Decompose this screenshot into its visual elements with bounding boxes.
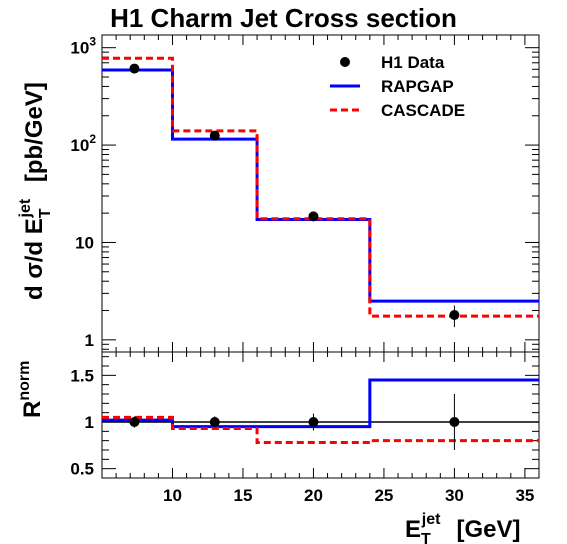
x-label-part-3: [GeV] [456, 516, 520, 543]
top-frame [101, 34, 540, 353]
y-tick-exponent: 2 [89, 132, 96, 146]
x-axis-label: ETjet [GeV] [405, 511, 520, 544]
y-tick-label: 1.5 [70, 366, 94, 385]
legend-label: CASCADE [381, 101, 465, 120]
ratio-rapgap-line [102, 378, 539, 429]
legend-marker-data [340, 57, 350, 67]
y-tick-label: 10 [75, 233, 94, 252]
top-cascade-line [102, 56, 539, 318]
ratio-y-label-main: R [19, 401, 46, 418]
top-data-point [129, 63, 140, 74]
top-y-label-part-1: T [37, 208, 54, 218]
top-y-axis-label: d σ/d ETjet [pb/GeV] [17, 82, 54, 300]
y-tick-base: 10 [70, 39, 89, 58]
legend: H1 Data RAPGAP CASCADE [330, 53, 465, 120]
y-tick-label: 102 [70, 132, 96, 155]
y-tick-base: 10 [70, 136, 89, 155]
chart-title: H1 Charm Jet Cross section [110, 3, 457, 33]
ratio-y-label-sup: norm [16, 361, 33, 401]
ratio-data-point [129, 417, 140, 427]
top-y-label-part-0: d σ/d E [21, 218, 48, 300]
ratio-panel: 10 15 20 25 30 35 0.5 1 1.5 [70, 351, 540, 505]
ratio-data-point [308, 417, 319, 427]
ratio-frame [101, 351, 540, 479]
legend-label: H1 Data [381, 53, 445, 72]
x-tick-label: 30 [445, 486, 464, 505]
y-tick-exponent: 3 [89, 35, 96, 49]
x-label-part-1: T [421, 531, 431, 544]
ratio-data-point [449, 417, 460, 427]
y-tick-label: 1 [85, 331, 94, 350]
x-tick-label: 20 [304, 486, 323, 505]
x-tick-label: 25 [374, 486, 393, 505]
top-rapgap-line [102, 68, 539, 303]
legend-label: RAPGAP [381, 77, 454, 96]
top-data-point [308, 211, 319, 222]
y-tick-label: 1 [85, 413, 94, 432]
y-tick-label: 103 [70, 35, 96, 58]
x-label-part-2: jet [421, 511, 441, 528]
top-data-point [449, 309, 460, 320]
ratio-y-axis-label: Rnorm [16, 361, 46, 418]
ratio-cascade-line [102, 415, 539, 445]
x-tick-label: 15 [234, 486, 253, 505]
y-tick-label: 0.5 [70, 460, 94, 479]
top-y-label-part-3: [pb/GeV] [21, 82, 48, 189]
top-y-label-part-2: jet [17, 198, 34, 218]
ratio-data-point [209, 417, 220, 427]
top-data-point [209, 130, 220, 141]
x-label-part-0: E [405, 516, 421, 543]
x-tick-label: 10 [163, 486, 182, 505]
x-tick-label: 35 [515, 486, 534, 505]
